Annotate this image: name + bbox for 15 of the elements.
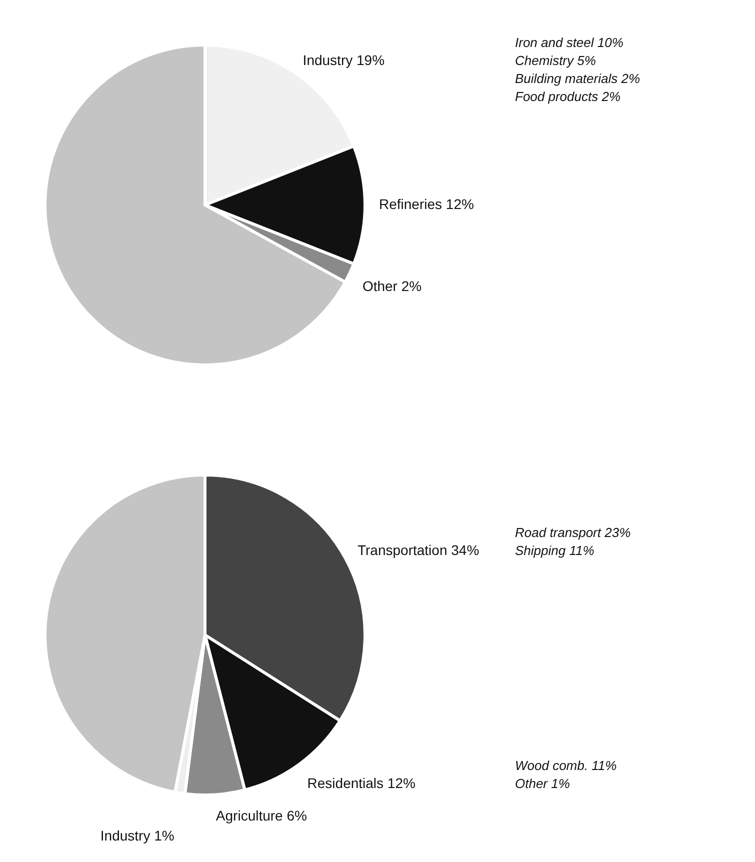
text: Iron and steel 10% — [515, 35, 624, 50]
slice-label: Industry 19% — [302, 52, 385, 68]
slice-label: Industry 1% — [100, 828, 174, 844]
slice-label: Agriculture 6% — [216, 808, 307, 824]
slice-label: Other 2% — [362, 278, 422, 294]
text: Wood comb. 11% — [515, 758, 617, 773]
text: Other 1% — [515, 776, 570, 791]
text: Building materials 2% — [515, 71, 640, 86]
text: Food products 2% — [515, 89, 621, 104]
text: Chemistry 5% — [515, 53, 596, 68]
text: Shipping 11% — [515, 543, 594, 558]
slice-label: Refineries 12% — [379, 196, 474, 212]
slice-label: Transportation 34% — [357, 542, 480, 558]
slice-label: Residentials 12% — [307, 774, 416, 791]
text: Road transport 23% — [515, 525, 631, 540]
